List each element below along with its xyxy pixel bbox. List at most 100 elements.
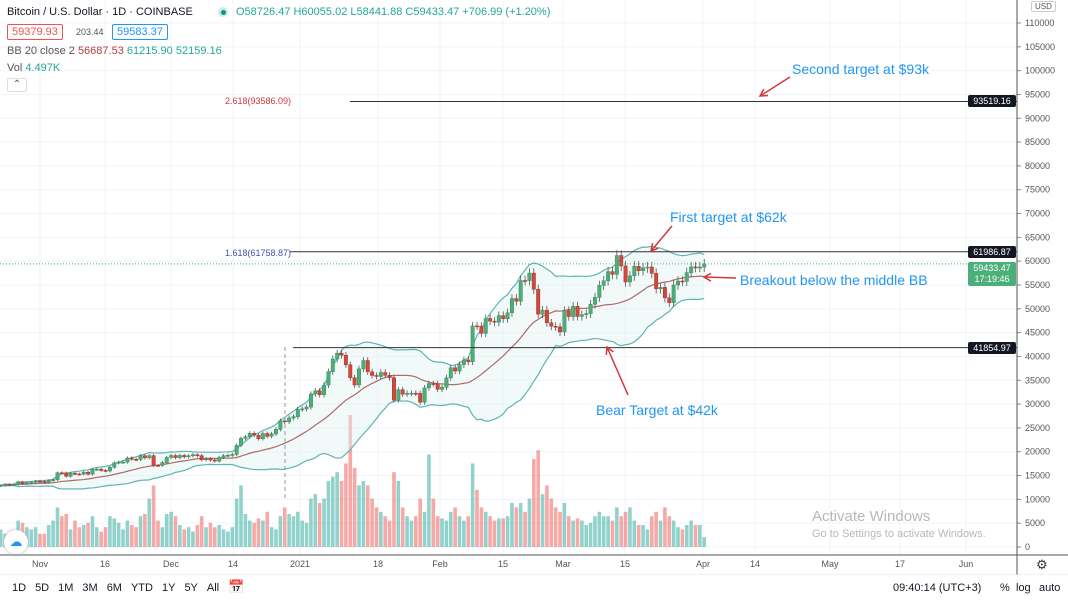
candle xyxy=(684,267,689,287)
candle xyxy=(457,361,462,375)
candle xyxy=(488,314,493,326)
candle xyxy=(440,384,444,393)
candle-body xyxy=(702,263,707,268)
candle-body xyxy=(383,372,388,376)
candle xyxy=(405,390,410,397)
volume-bar xyxy=(304,522,309,547)
y-tick-label: 45000 xyxy=(1025,328,1050,338)
candle xyxy=(365,357,370,375)
candle xyxy=(138,454,143,462)
candle-body xyxy=(457,364,462,372)
volume-bar xyxy=(278,516,283,547)
volume-bar xyxy=(173,516,178,547)
range-all[interactable]: All xyxy=(206,582,220,594)
auto-toggle[interactable]: auto xyxy=(1039,582,1061,594)
range-3m[interactable]: 3M xyxy=(82,582,98,594)
candle xyxy=(623,260,628,287)
volume-bar xyxy=(392,472,396,547)
volume-bar xyxy=(256,518,261,547)
range-1y[interactable]: 1Y xyxy=(161,582,176,594)
candle xyxy=(121,460,125,464)
price-label-second-target: 93519.16 xyxy=(968,95,1016,107)
tradingview-logo-icon[interactable]: ☁ xyxy=(4,530,28,554)
buy-button[interactable]: 59583.37 xyxy=(112,24,168,40)
x-tick-label: Dec xyxy=(163,559,180,569)
candle-body xyxy=(335,353,340,360)
candle xyxy=(42,480,47,484)
candle xyxy=(510,294,514,318)
y-tick-label: 110000 xyxy=(1025,18,1054,28)
candle xyxy=(73,471,77,476)
arrow-first-target-head xyxy=(649,243,659,253)
ohlc-values: O58726.47 H60055.02 L58441.88 C59433.47 … xyxy=(236,6,551,18)
y-tick-label: 30000 xyxy=(1025,399,1050,409)
volume-bar xyxy=(475,489,479,547)
date-range-icon[interactable]: 📅 xyxy=(228,579,245,594)
x-tick-label: 15 xyxy=(620,559,630,569)
sell-button[interactable]: 59379.93 xyxy=(7,24,63,40)
candle xyxy=(125,456,130,464)
y-tick-label: 20000 xyxy=(1025,447,1050,457)
candle xyxy=(575,301,580,321)
candle-body xyxy=(448,367,453,379)
range-ytd[interactable]: YTD xyxy=(130,582,153,594)
collapse-legend-button[interactable]: ⌃ xyxy=(7,78,27,92)
candle-body xyxy=(413,392,418,395)
candle-body xyxy=(444,377,449,388)
candle-body xyxy=(348,364,353,378)
candle-body xyxy=(68,473,73,477)
log-toggle[interactable]: log xyxy=(1016,582,1031,594)
candle-body xyxy=(357,368,361,386)
candle xyxy=(225,453,230,458)
volume-bar xyxy=(641,525,645,547)
volume-bar xyxy=(374,507,379,547)
candle-body xyxy=(121,461,125,464)
candle-body xyxy=(440,386,444,390)
symbol-title[interactable]: Bitcoin / U.S. Dollar · 1D · COINBASE xyxy=(7,6,193,18)
volume-bar xyxy=(693,525,698,547)
range-1m[interactable]: 1M xyxy=(58,582,74,594)
candle-body xyxy=(308,393,313,408)
volume-bar xyxy=(610,520,615,547)
candle xyxy=(195,453,200,458)
annotation-second-target: Second target at $93k xyxy=(792,61,929,77)
clock[interactable]: 09:40:14 (UTC+3) xyxy=(893,582,982,594)
bb-fill xyxy=(0,246,705,489)
range-5y[interactable]: 5Y xyxy=(184,582,198,594)
candle xyxy=(702,258,707,273)
candle xyxy=(274,427,278,436)
candle-body xyxy=(304,406,309,410)
candle xyxy=(553,322,558,331)
range-1d[interactable]: 1D xyxy=(12,582,27,594)
candle-body xyxy=(330,358,335,372)
candle-body xyxy=(562,310,567,333)
volume-bar xyxy=(427,454,431,547)
candle xyxy=(107,465,112,473)
candle-body xyxy=(453,367,458,372)
volume-bar xyxy=(73,520,77,547)
candle-body xyxy=(81,471,86,475)
volume-bar xyxy=(90,516,95,547)
volume-bar xyxy=(532,459,536,547)
price-chart[interactable]: 0 5000 10000 15000 20000 25000 30000 35000 40000… xyxy=(0,0,1068,575)
candle-body xyxy=(86,471,91,475)
candle xyxy=(645,262,650,273)
candle xyxy=(278,418,283,432)
volume-bar xyxy=(164,514,169,547)
candle-body xyxy=(374,375,379,377)
candle-body xyxy=(689,266,694,273)
settings-gear-icon[interactable]: ⚙ xyxy=(1036,557,1048,572)
volume-bar xyxy=(46,525,51,547)
volume-bar xyxy=(658,520,663,547)
candle xyxy=(308,391,313,410)
candle xyxy=(400,386,405,397)
candle-body xyxy=(164,457,169,463)
candle-body xyxy=(597,285,602,298)
percent-toggle[interactable]: % xyxy=(1000,582,1010,594)
volume-bar xyxy=(505,516,510,547)
candle xyxy=(300,406,305,412)
range-6m[interactable]: 6M xyxy=(106,582,122,594)
volume-bar xyxy=(156,520,160,547)
y-tick-label: 25000 xyxy=(1025,423,1050,433)
range-5d[interactable]: 5D xyxy=(35,582,50,594)
